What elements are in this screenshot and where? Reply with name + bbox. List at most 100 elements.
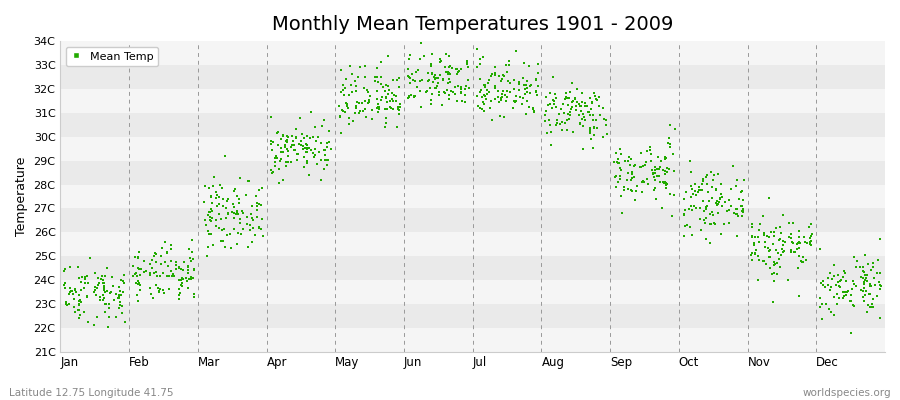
Point (526, 109, 541, 116)
Point (201, 244, 215, 250)
Point (524, 82, 538, 88)
Point (529, 76, 544, 82)
Point (708, 221, 723, 227)
Point (181, 263, 195, 270)
Point (873, 286, 887, 293)
Point (299, 141, 313, 147)
Point (587, 132, 601, 138)
Point (554, 127, 569, 133)
Point (461, 76, 475, 83)
Point (496, 88, 510, 94)
Point (578, 117, 592, 124)
Point (685, 232, 699, 239)
Point (71, 307, 86, 313)
Point (252, 224, 266, 231)
Point (382, 87, 397, 94)
Point (706, 177, 720, 184)
Point (421, 76, 436, 83)
Point (856, 288, 870, 294)
Point (554, 106, 568, 113)
Point (542, 117, 556, 123)
Point (341, 104, 356, 111)
Point (343, 62, 357, 69)
Point (392, 107, 406, 114)
Point (265, 170, 279, 176)
Point (371, 109, 385, 115)
Point (659, 182, 673, 188)
Point (235, 208, 249, 214)
Point (132, 272, 147, 278)
Point (350, 99, 365, 106)
Point (130, 255, 145, 261)
Point (590, 97, 604, 103)
Point (281, 134, 295, 141)
Point (513, 93, 527, 100)
Point (860, 261, 875, 267)
Point (460, 60, 474, 66)
Point (220, 198, 234, 204)
Point (450, 70, 464, 77)
Point (528, 77, 543, 83)
Point (76, 274, 90, 280)
Point (497, 73, 511, 79)
Point (569, 106, 583, 113)
Point (241, 244, 256, 250)
Point (744, 232, 759, 239)
Point (507, 76, 521, 83)
Point (353, 108, 367, 114)
Point (508, 93, 523, 99)
Point (699, 206, 714, 212)
Point (688, 187, 702, 194)
Point (628, 196, 643, 203)
Point (165, 258, 179, 264)
Point (497, 114, 511, 120)
Point (334, 106, 348, 113)
Point (379, 94, 393, 101)
Point (792, 253, 806, 260)
Point (530, 83, 544, 89)
Point (324, 145, 338, 152)
Point (648, 164, 662, 171)
Point (234, 231, 248, 238)
Point (70, 264, 85, 270)
Point (762, 247, 777, 253)
Point (508, 86, 522, 92)
Point (216, 196, 230, 202)
Point (372, 106, 386, 113)
Point (300, 132, 314, 139)
Point (212, 200, 226, 207)
Point (271, 142, 285, 148)
Point (734, 188, 749, 194)
Point (804, 242, 818, 248)
Point (243, 227, 257, 233)
Point (356, 85, 371, 92)
Point (549, 121, 563, 128)
Point (233, 220, 248, 226)
Point (786, 240, 800, 246)
Point (714, 230, 728, 237)
Point (212, 225, 226, 231)
Point (493, 96, 508, 103)
Point (575, 111, 590, 118)
Point (834, 277, 849, 283)
Point (197, 198, 211, 205)
Point (274, 136, 289, 142)
Point (866, 260, 880, 266)
Point (662, 166, 676, 172)
Point (149, 272, 164, 279)
Point (574, 103, 589, 109)
Point (417, 52, 431, 59)
Point (856, 294, 870, 300)
Point (799, 257, 814, 263)
Point (381, 83, 395, 89)
Point (300, 141, 314, 148)
Point (137, 257, 151, 264)
Point (765, 271, 779, 278)
Point (143, 285, 157, 292)
Point (358, 106, 373, 112)
Point (419, 88, 434, 94)
Point (378, 120, 392, 126)
Point (108, 291, 122, 298)
Point (799, 240, 814, 246)
Point (130, 272, 144, 279)
